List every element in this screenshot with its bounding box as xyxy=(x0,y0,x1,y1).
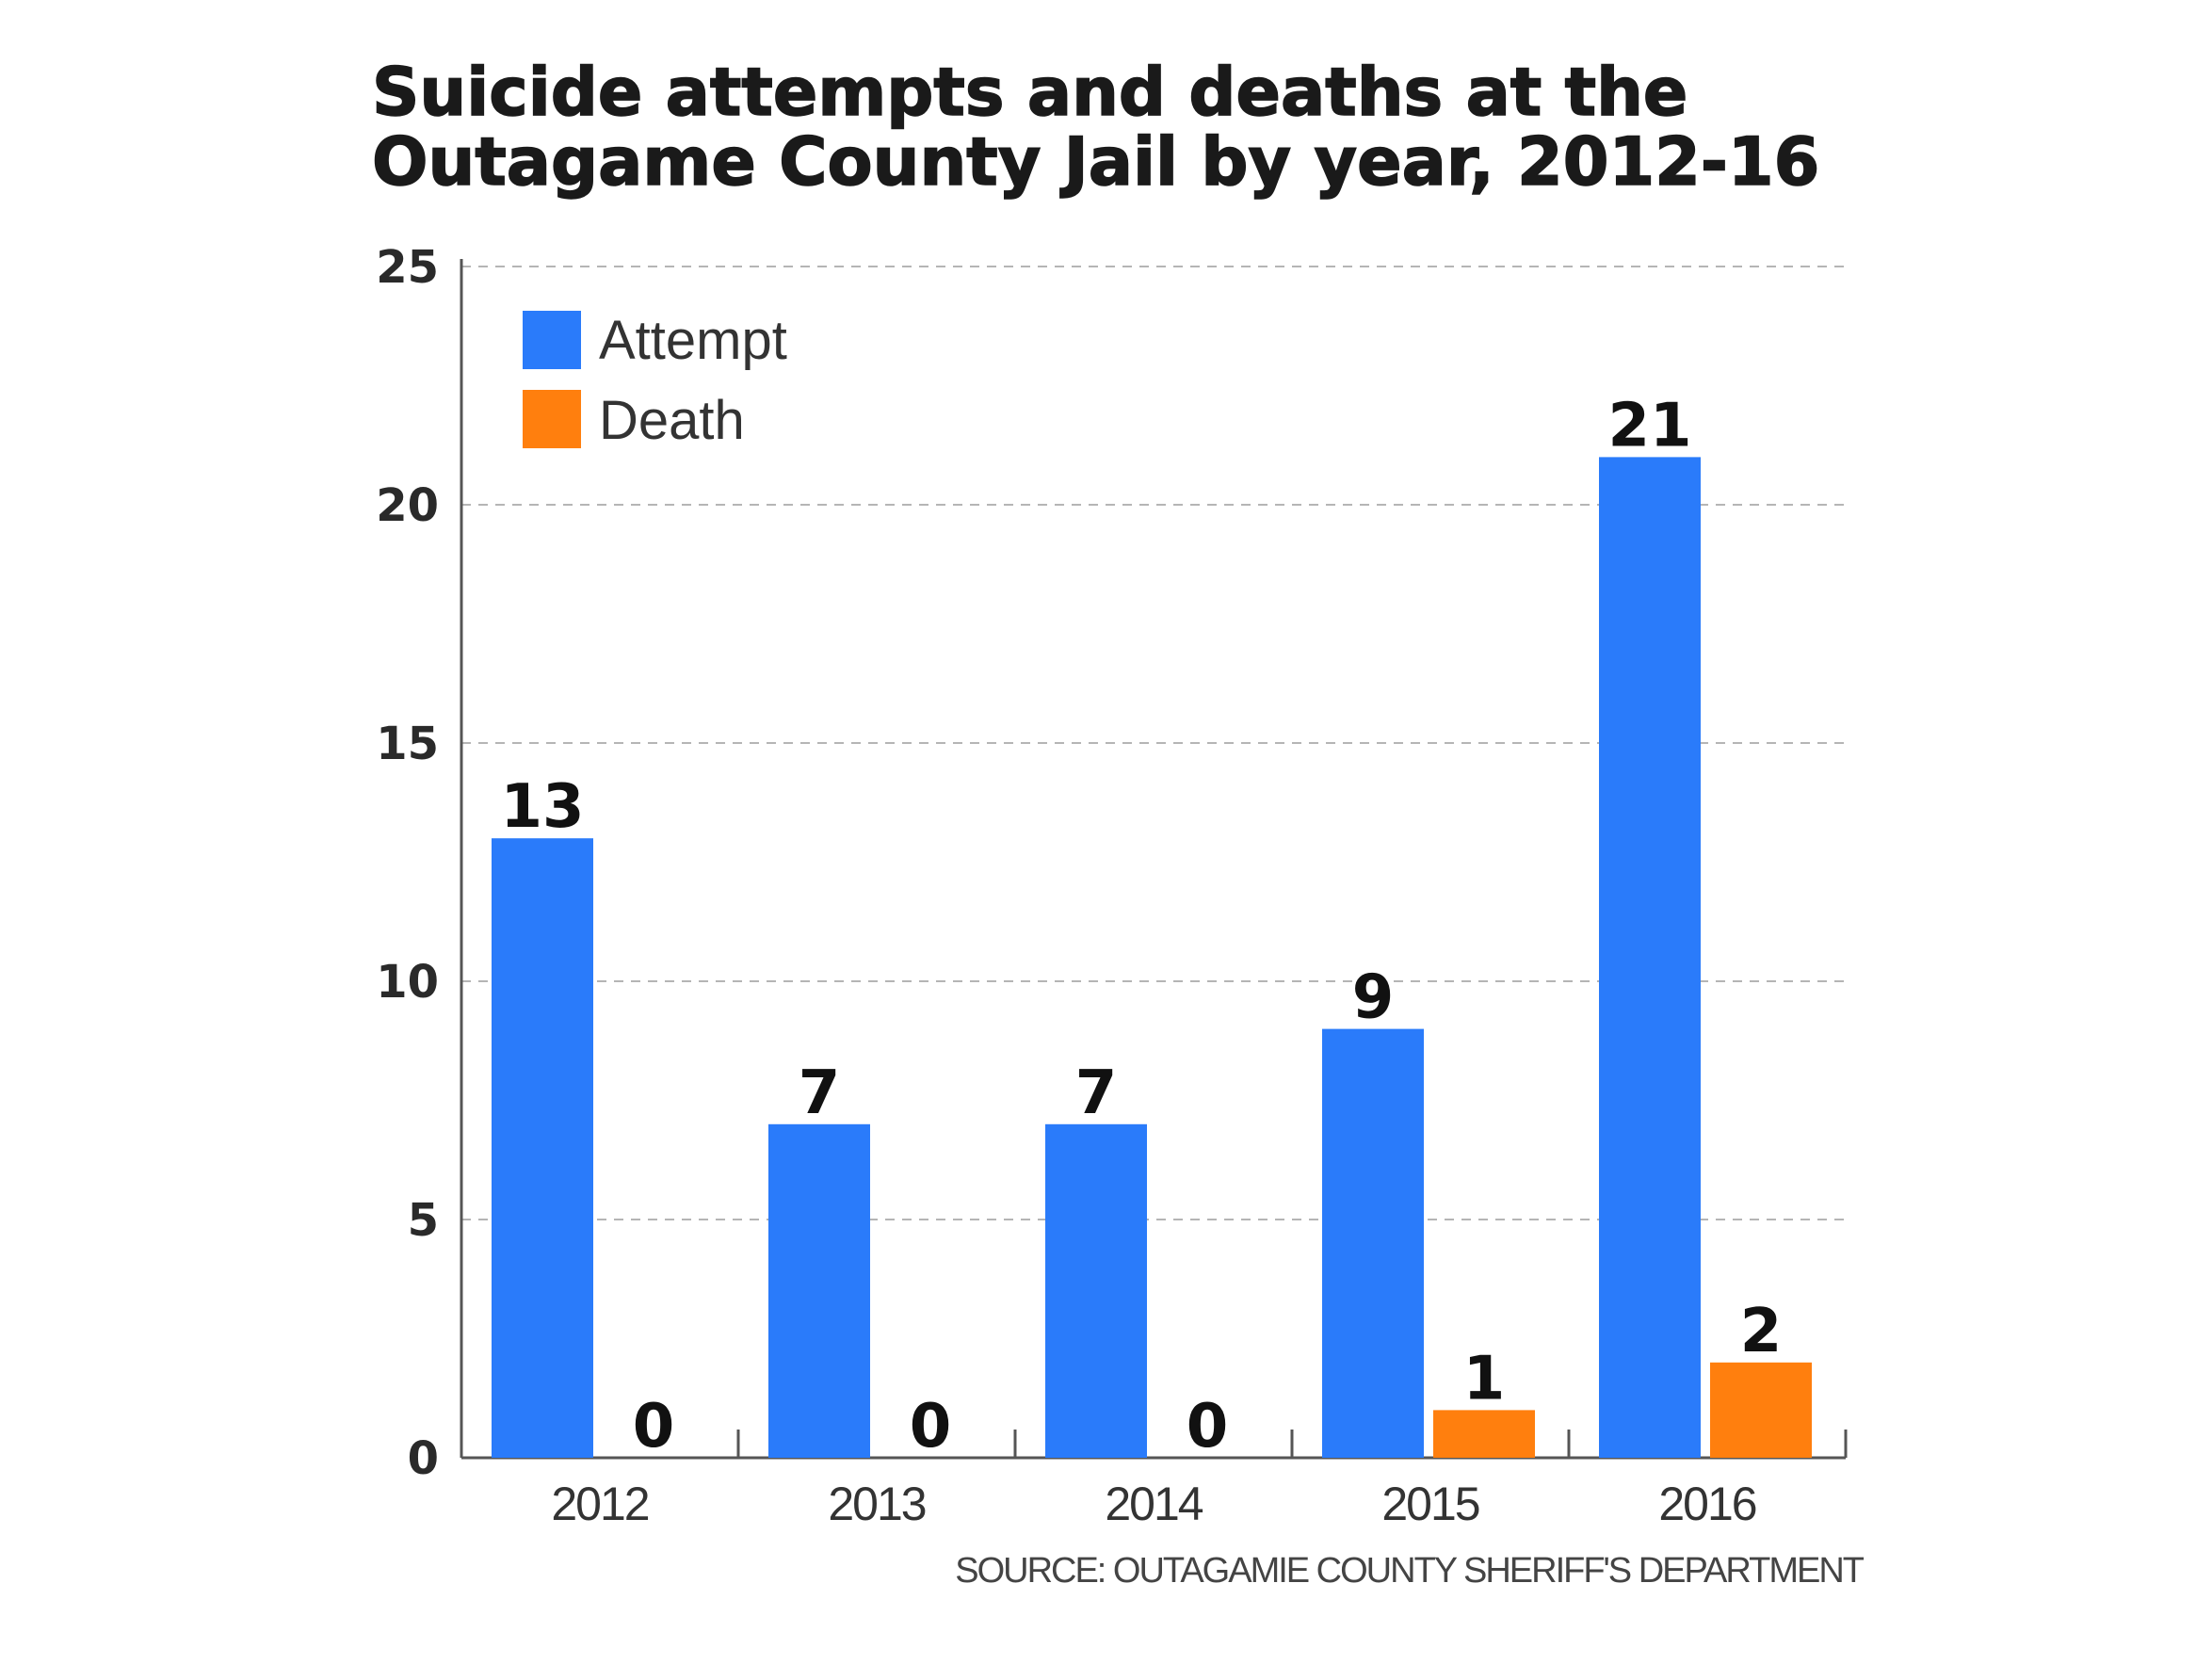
x-tick-label-2016: 2016 xyxy=(1658,1478,1755,1530)
y-tick-label-0: 0 xyxy=(408,1432,439,1485)
data-labels: 13 0 7 0 7 0 9 1 21 2 xyxy=(500,391,1782,1462)
x-tick-label-2014: 2014 xyxy=(1105,1478,1203,1530)
legend-swatch-attempt xyxy=(523,311,581,369)
legend-label-death: Death xyxy=(599,390,745,451)
y-tick-label-25: 25 xyxy=(376,241,439,294)
bar-death-2016 xyxy=(1710,1362,1812,1458)
y-tick-label-15: 15 xyxy=(376,718,439,770)
x-tick-label-2013: 2013 xyxy=(828,1478,925,1530)
bar-attempt-2016 xyxy=(1599,457,1701,1458)
data-label-death-2013: 0 xyxy=(910,1392,952,1462)
y-tick-label-5: 5 xyxy=(408,1194,439,1247)
bar-attempt-2013 xyxy=(768,1123,870,1458)
x-tick-label-2015: 2015 xyxy=(1381,1478,1478,1530)
bar-attempt-2012 xyxy=(492,838,593,1458)
data-label-death-2012: 0 xyxy=(633,1392,675,1462)
legend: Attempt Death xyxy=(523,310,787,451)
legend-label-attempt: Attempt xyxy=(599,310,787,371)
y-tick-label-10: 10 xyxy=(376,956,439,1009)
data-label-attempt-2015: 9 xyxy=(1352,963,1395,1033)
legend-swatch-death xyxy=(523,390,581,448)
chart-title-line-1: Suicide attempts and deaths at the xyxy=(372,54,1687,131)
data-label-attempt-2013: 7 xyxy=(799,1058,841,1128)
data-label-attempt-2012: 13 xyxy=(500,772,584,842)
bar-death-2015 xyxy=(1433,1410,1535,1458)
bars xyxy=(492,457,1812,1458)
data-label-attempt-2014: 7 xyxy=(1075,1058,1118,1128)
x-tick-label-2012: 2012 xyxy=(551,1478,648,1530)
bar-attempt-2015 xyxy=(1322,1028,1424,1458)
data-label-death-2015: 1 xyxy=(1463,1344,1506,1414)
source-note: SOURCE: OUTAGAMIE COUNTY SHERIFF'S DEPAR… xyxy=(955,1551,1865,1591)
y-tick-label-20: 20 xyxy=(376,479,439,532)
data-label-death-2014: 0 xyxy=(1187,1392,1229,1462)
chart-title-line-2: Outagame County Jail by year, 2012-16 xyxy=(372,123,1819,201)
data-label-attempt-2016: 21 xyxy=(1607,391,1691,460)
bar-attempt-2014 xyxy=(1045,1123,1147,1458)
data-label-death-2016: 2 xyxy=(1740,1297,1783,1366)
